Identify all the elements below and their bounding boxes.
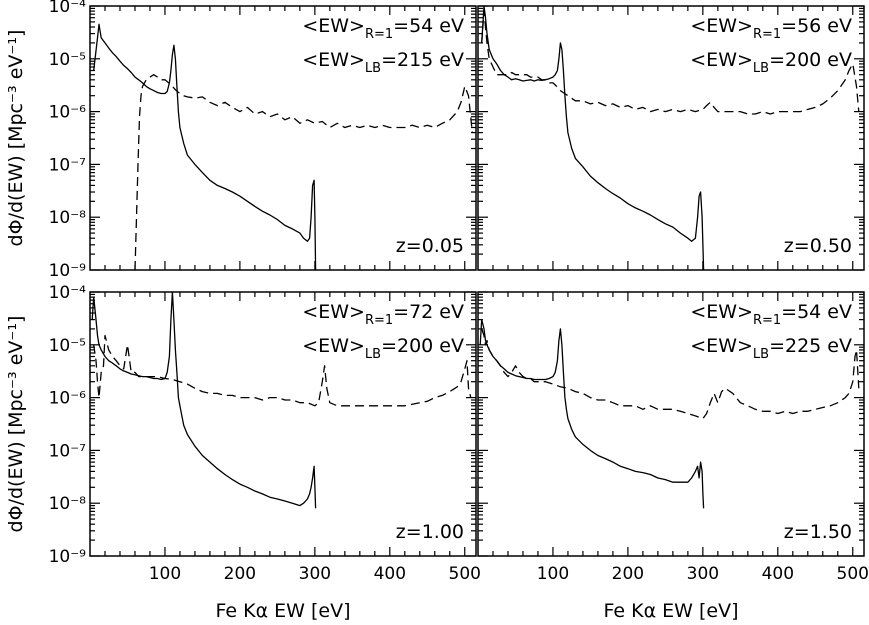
x-tick-label: 500 xyxy=(449,564,481,584)
x-tick-label: 300 xyxy=(687,564,719,584)
x-tick-label: 300 xyxy=(299,564,331,584)
redshift-label: z=0.05 xyxy=(396,235,464,257)
y-tick-label: 10⁻⁸ xyxy=(49,494,87,514)
y-tick-label: 10⁻⁵ xyxy=(49,336,86,356)
x-tick-label: 200 xyxy=(612,564,644,584)
y-tick-label: 10⁻⁷ xyxy=(49,155,87,175)
redshift-label: z=1.00 xyxy=(396,521,464,543)
chart-panel: 10⁻⁹ 10⁻⁸ 10⁻⁷ 10⁻⁶ 10⁻⁵ 10⁻⁴ 100 200 300 400 500 <… xyxy=(49,283,481,584)
mean-ew-r1-annotation: <EW>R=1=72 eV xyxy=(302,301,464,328)
panel-frame xyxy=(89,291,477,557)
lb-series-line xyxy=(481,10,860,115)
mean-ew-lb-annotation: <EW>LB=225 eV xyxy=(690,335,852,362)
chart-panel: 10⁻⁹ 10⁻⁸ 10⁻⁷ 10⁻⁶ 10⁻⁵ 10⁻⁴ <EW>R=1=54 eV <EW… xyxy=(49,0,477,281)
lb-series-line xyxy=(134,74,473,270)
mean-ew-lb-annotation: <EW>LB=200 eV xyxy=(690,49,852,76)
x-tick-label: 100 xyxy=(149,564,181,584)
y-tick-label: 10⁻⁴ xyxy=(49,283,87,303)
lb-series-line xyxy=(481,328,860,420)
mean-ew-r1-annotation: <EW>R=1=54 eV xyxy=(302,15,464,42)
y-tick-label: 10⁻⁸ xyxy=(49,208,87,228)
x-axis-label: Fe Kα EW [eV] xyxy=(216,600,351,622)
redshift-label: z=1.50 xyxy=(784,521,852,543)
y-axis-label: dΦ/d(EW) [Mpc⁻³ eV⁻¹] xyxy=(5,30,27,247)
y-tick-label: 10⁻⁵ xyxy=(49,50,86,70)
r1-series-line xyxy=(91,292,317,509)
r1-series-line xyxy=(481,6,705,270)
redshift-label: z=0.50 xyxy=(784,235,852,257)
panel-frame xyxy=(477,291,865,557)
y-tick-label: 10⁻⁹ xyxy=(49,261,87,281)
x-tick-label: 400 xyxy=(762,564,794,584)
lb-series-line xyxy=(93,334,472,407)
r1-series-line xyxy=(93,23,317,270)
x-tick-label: 200 xyxy=(224,564,256,584)
r1-series-line xyxy=(479,318,705,509)
chart-panel: 100 200 300 400 500 <EW>R=1=54 eV <EW>LB=225 e… xyxy=(477,291,869,584)
y-axis-label: dΦ/d(EW) [Mpc⁻³ eV⁻¹] xyxy=(5,316,27,533)
y-tick-label: 10⁻⁴ xyxy=(49,0,87,17)
x-tick-label: 500 xyxy=(837,564,869,584)
panels-container: 10⁻⁹ 10⁻⁸ 10⁻⁷ 10⁻⁶ 10⁻⁵ 10⁻⁴ <EW>R=1=54 eV <EW… xyxy=(49,0,869,584)
mean-ew-lb-annotation: <EW>LB=200 eV xyxy=(302,335,464,362)
mean-ew-lb-annotation: <EW>LB=215 eV xyxy=(302,49,464,76)
y-tick-label: 10⁻⁶ xyxy=(49,103,87,123)
chart-panel: <EW>R=1=56 eV <EW>LB=200 eV z=0.50 xyxy=(477,5,865,271)
x-tick-label: 100 xyxy=(537,564,569,584)
mean-ew-r1-annotation: <EW>R=1=56 eV xyxy=(690,15,852,42)
panel-frame xyxy=(477,5,865,271)
y-tick-label: 10⁻⁷ xyxy=(49,441,87,461)
y-tick-label: 10⁻⁶ xyxy=(49,389,87,409)
y-tick-label: 10⁻⁹ xyxy=(49,547,87,567)
mean-ew-r1-annotation: <EW>R=1=54 eV xyxy=(690,301,852,328)
x-axis-label: Fe Kα EW [eV] xyxy=(604,600,739,622)
panel-frame xyxy=(89,5,477,271)
x-tick-label: 400 xyxy=(374,564,406,584)
